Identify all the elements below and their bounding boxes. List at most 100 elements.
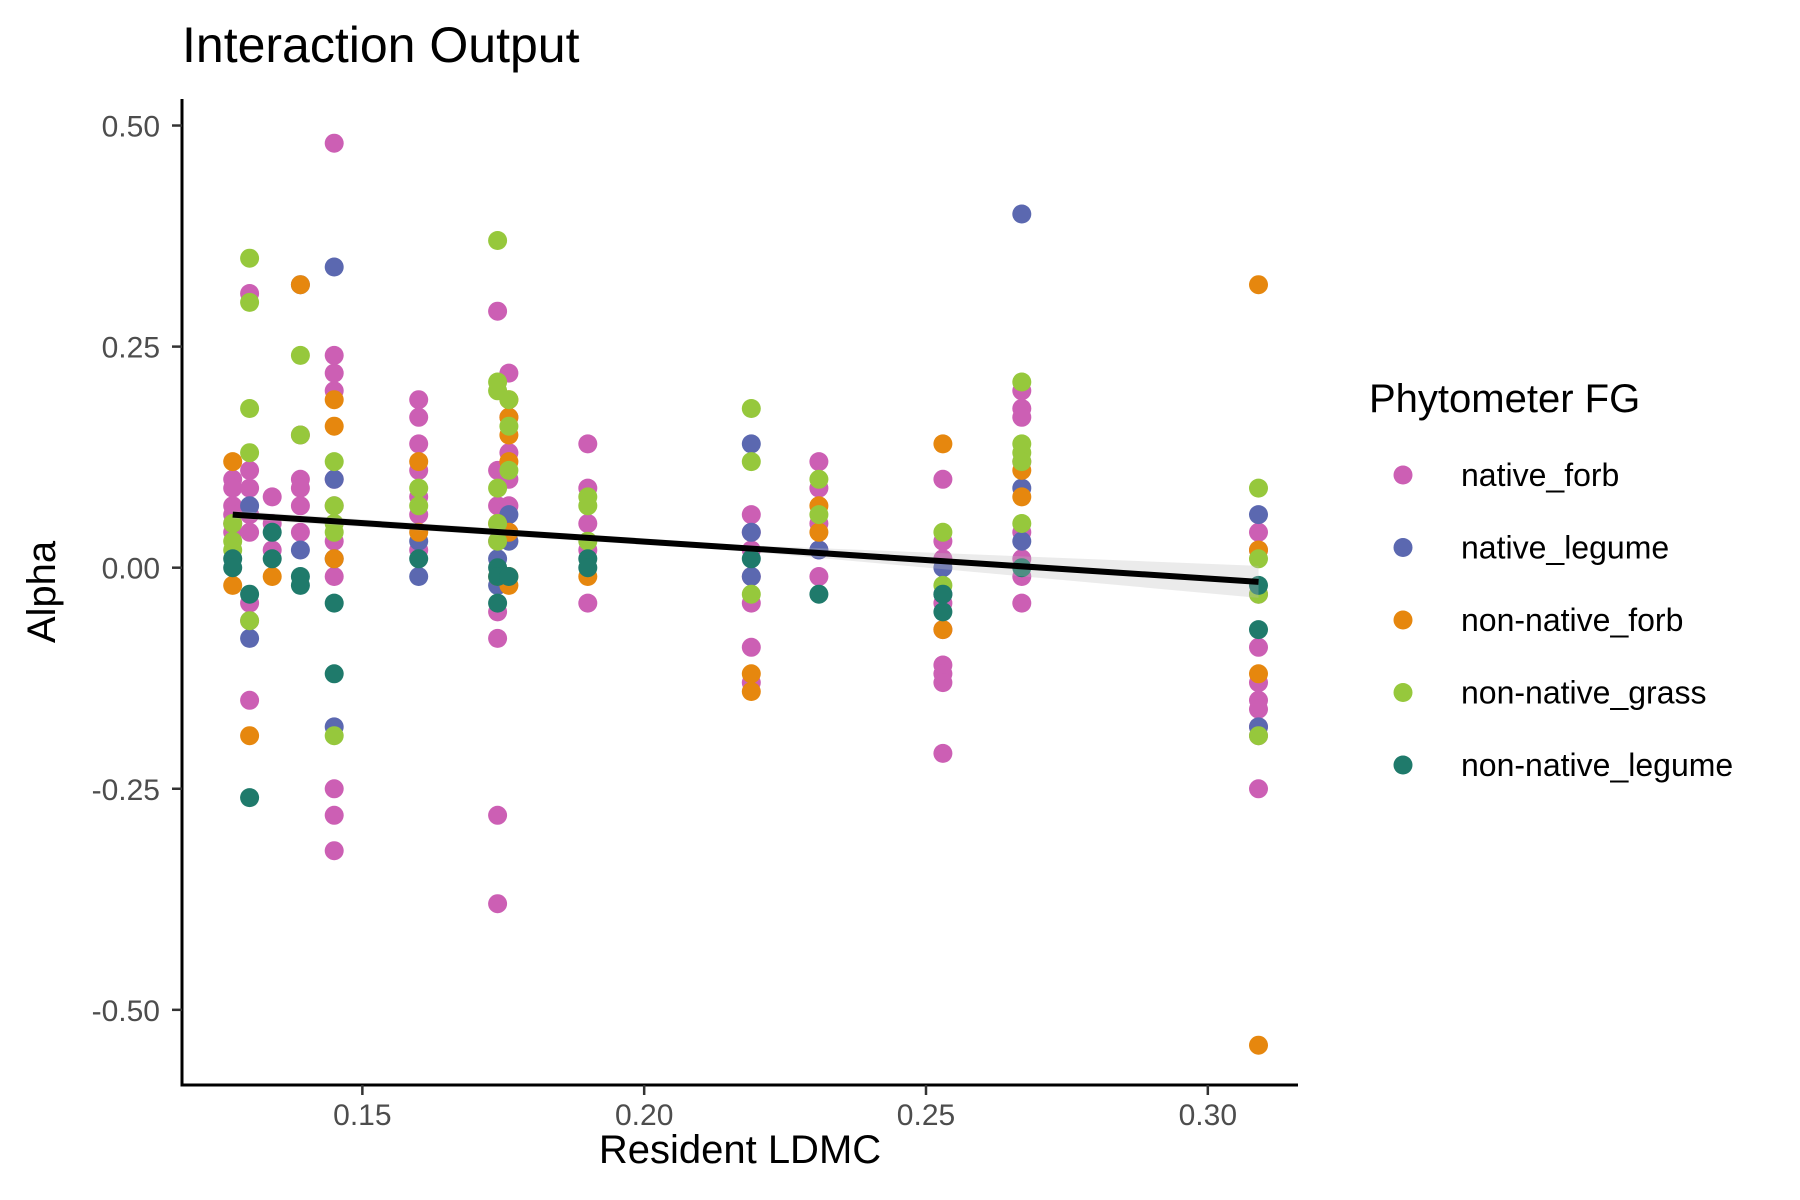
data-point bbox=[578, 514, 598, 533]
legend-items: native_forb native_legume non-native_forbn… bbox=[1393, 457, 1733, 783]
data-point bbox=[499, 390, 519, 410]
data-point bbox=[1012, 372, 1032, 392]
data-point bbox=[809, 505, 829, 525]
data-point bbox=[809, 584, 829, 604]
data-point bbox=[933, 469, 953, 489]
data-point bbox=[499, 460, 519, 480]
data-point bbox=[578, 558, 598, 578]
data-point bbox=[1249, 637, 1268, 657]
data-point bbox=[809, 469, 829, 489]
x-tick-label: 0.25 bbox=[897, 1099, 955, 1132]
data-point bbox=[409, 452, 429, 472]
data-point bbox=[933, 584, 953, 604]
data-point bbox=[1012, 452, 1032, 472]
data-point bbox=[290, 345, 310, 365]
data-point bbox=[741, 434, 761, 454]
data-point bbox=[409, 567, 429, 586]
data-point bbox=[741, 549, 761, 569]
data-point bbox=[324, 452, 344, 472]
legend-label: native_forb bbox=[1461, 457, 1619, 493]
data-point bbox=[488, 894, 508, 914]
trend-line-group bbox=[232, 510, 1259, 598]
legend: Phytometer FG native_forb native_legumeno… bbox=[1369, 377, 1733, 783]
y-tick-label: -0.25 bbox=[92, 774, 160, 807]
data-point bbox=[240, 478, 260, 498]
data-point bbox=[488, 301, 508, 321]
data-point bbox=[1249, 478, 1268, 498]
series-non-native_forb bbox=[223, 275, 1268, 1055]
data-point bbox=[262, 522, 282, 542]
legend-title: Phytometer FG bbox=[1369, 377, 1640, 421]
data-point bbox=[1012, 593, 1032, 613]
data-point bbox=[324, 593, 344, 613]
data-point bbox=[488, 628, 508, 648]
data-point bbox=[262, 549, 282, 569]
data-point bbox=[488, 514, 508, 533]
data-point bbox=[933, 522, 953, 542]
legend-label: non-native_grass bbox=[1461, 675, 1706, 711]
y-axis-ticks: 0.50 0.25 0.00 -0.25 -0.50 bbox=[92, 111, 182, 1028]
data-point bbox=[741, 505, 761, 525]
data-point bbox=[1249, 505, 1268, 525]
data-point bbox=[262, 487, 282, 507]
data-point bbox=[240, 399, 260, 418]
data-point bbox=[741, 452, 761, 472]
trend-line bbox=[232, 511, 1259, 585]
data-point bbox=[1249, 620, 1268, 640]
data-point bbox=[324, 363, 344, 383]
data-point bbox=[1249, 726, 1268, 746]
y-tick-label: 0.50 bbox=[102, 111, 160, 144]
data-point bbox=[409, 434, 429, 454]
data-point bbox=[1012, 204, 1032, 224]
data-point bbox=[409, 390, 429, 410]
data-point bbox=[240, 460, 260, 480]
y-tick-label: -0.50 bbox=[92, 995, 160, 1028]
series-non-native_legume bbox=[223, 522, 1268, 808]
chart-title: Interaction Output bbox=[182, 17, 580, 73]
data-point bbox=[240, 292, 260, 312]
data-point bbox=[1249, 664, 1268, 684]
y-tick-label: 0.25 bbox=[102, 332, 160, 365]
data-point bbox=[809, 522, 829, 542]
data-point bbox=[741, 522, 761, 542]
data-point bbox=[324, 390, 344, 410]
data-point bbox=[488, 805, 508, 825]
data-point bbox=[324, 726, 344, 746]
legend-swatch bbox=[1393, 683, 1413, 702]
data-point bbox=[240, 726, 260, 746]
data-point bbox=[1012, 514, 1032, 533]
legend-swatch bbox=[1393, 610, 1413, 630]
data-point bbox=[324, 416, 344, 436]
legend-swatch bbox=[1393, 465, 1413, 485]
data-point bbox=[223, 452, 243, 472]
x-tick-label: 0.20 bbox=[615, 1099, 673, 1132]
data-point bbox=[223, 478, 243, 498]
data-point bbox=[240, 788, 260, 808]
data-points bbox=[223, 133, 1268, 1055]
x-axis-title: Resident LDMC bbox=[599, 1128, 881, 1172]
data-point bbox=[290, 275, 310, 295]
data-point bbox=[1012, 531, 1032, 551]
data-point bbox=[223, 558, 243, 578]
data-point bbox=[409, 407, 429, 427]
data-point bbox=[809, 452, 829, 472]
data-point bbox=[240, 248, 260, 268]
data-point bbox=[240, 628, 260, 648]
data-point bbox=[1249, 522, 1268, 542]
data-point bbox=[1012, 407, 1032, 427]
data-point bbox=[324, 257, 344, 277]
data-point bbox=[409, 549, 429, 569]
data-point bbox=[741, 584, 761, 604]
data-point bbox=[240, 443, 260, 463]
legend-swatch bbox=[1393, 755, 1413, 775]
data-point bbox=[933, 602, 953, 622]
data-point bbox=[741, 664, 761, 684]
y-axis-title: Alpha bbox=[20, 540, 64, 643]
data-point bbox=[324, 469, 344, 489]
data-point bbox=[578, 434, 598, 454]
data-point bbox=[324, 496, 344, 516]
data-point bbox=[1249, 275, 1268, 295]
data-point bbox=[324, 345, 344, 365]
data-point bbox=[324, 779, 344, 799]
data-point bbox=[933, 743, 953, 763]
